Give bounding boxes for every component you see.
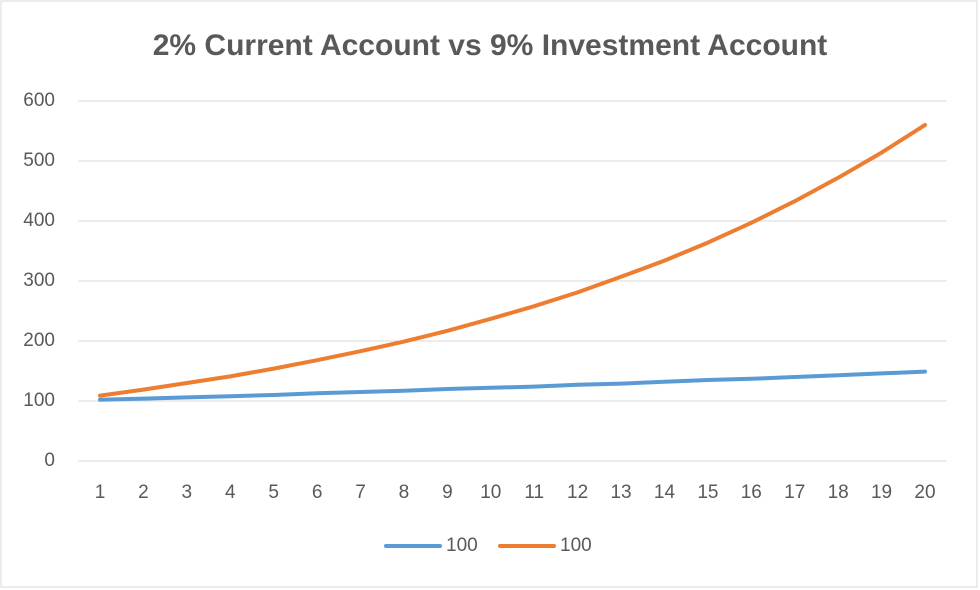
x-tick-label: 20 — [914, 482, 935, 503]
x-tick-label: 6 — [312, 482, 323, 503]
x-tick-label: 2 — [138, 482, 149, 503]
y-tick-label: 500 — [23, 150, 55, 171]
x-tick-label: 19 — [871, 482, 892, 503]
y-tick-label: 300 — [23, 270, 55, 291]
x-tick-label: 12 — [567, 482, 588, 503]
x-tick-label: 17 — [784, 482, 805, 503]
x-tick-label: 9 — [442, 482, 453, 503]
x-tick-label: 4 — [225, 482, 236, 503]
x-tick-label: 18 — [828, 482, 849, 503]
x-tick-label: 11 — [524, 482, 544, 503]
chart-title: 2% Current Account vs 9% Investment Acco… — [153, 29, 828, 62]
legend-label: 100 — [446, 535, 478, 556]
x-tick-label: 14 — [654, 482, 676, 503]
x-tick-label: 5 — [268, 482, 279, 503]
y-tick-label: 400 — [23, 210, 55, 231]
x-tick-label: 8 — [399, 482, 410, 503]
y-tick-label: 600 — [23, 90, 55, 111]
y-tick-label: 0 — [44, 450, 55, 471]
y-tick-label: 200 — [23, 330, 55, 351]
x-tick-label: 13 — [610, 482, 631, 503]
x-tick-label: 1 — [95, 482, 106, 503]
y-tick-label: 100 — [23, 390, 55, 411]
series-line — [98, 369, 927, 402]
x-tick-label: 7 — [355, 482, 366, 503]
x-tick-label: 3 — [182, 482, 193, 503]
legend-label: 100 — [560, 535, 592, 556]
x-tick-label: 15 — [697, 482, 718, 503]
x-tick-label: 16 — [741, 482, 762, 503]
x-tick-label: 10 — [480, 482, 501, 503]
series-line — [98, 123, 927, 398]
